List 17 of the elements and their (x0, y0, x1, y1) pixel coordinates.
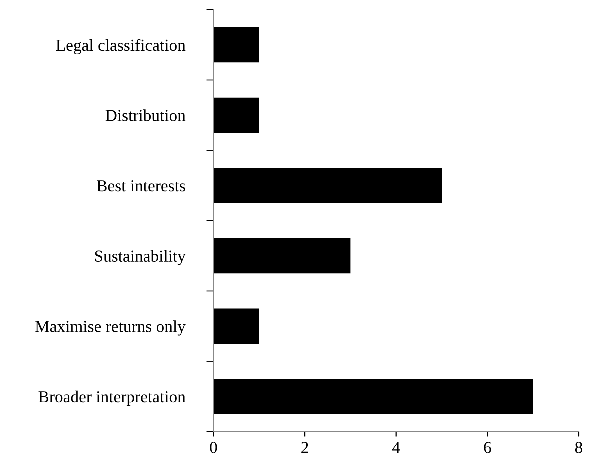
bar (214, 238, 351, 274)
y-tick-label: Best interests (97, 180, 186, 192)
x-tick-label: 6 (484, 442, 492, 454)
y-tick-label: Sustainability (95, 250, 186, 266)
y-tick-label: Legal classification (56, 39, 186, 55)
bar (214, 98, 260, 133)
bar (214, 27, 260, 63)
bar (214, 379, 534, 414)
y-tick-label: Distribution (106, 110, 186, 122)
x-tick-label: 8 (575, 442, 583, 454)
bar (214, 168, 442, 204)
y-tick-label: Broader interpretation (38, 390, 186, 406)
bar (214, 308, 260, 344)
x-tick-label: 0 (210, 442, 218, 454)
y-tick-label: Maximise returns only (36, 320, 186, 336)
x-tick-label: 2 (302, 442, 308, 454)
x-tick-label: 4 (392, 442, 400, 454)
